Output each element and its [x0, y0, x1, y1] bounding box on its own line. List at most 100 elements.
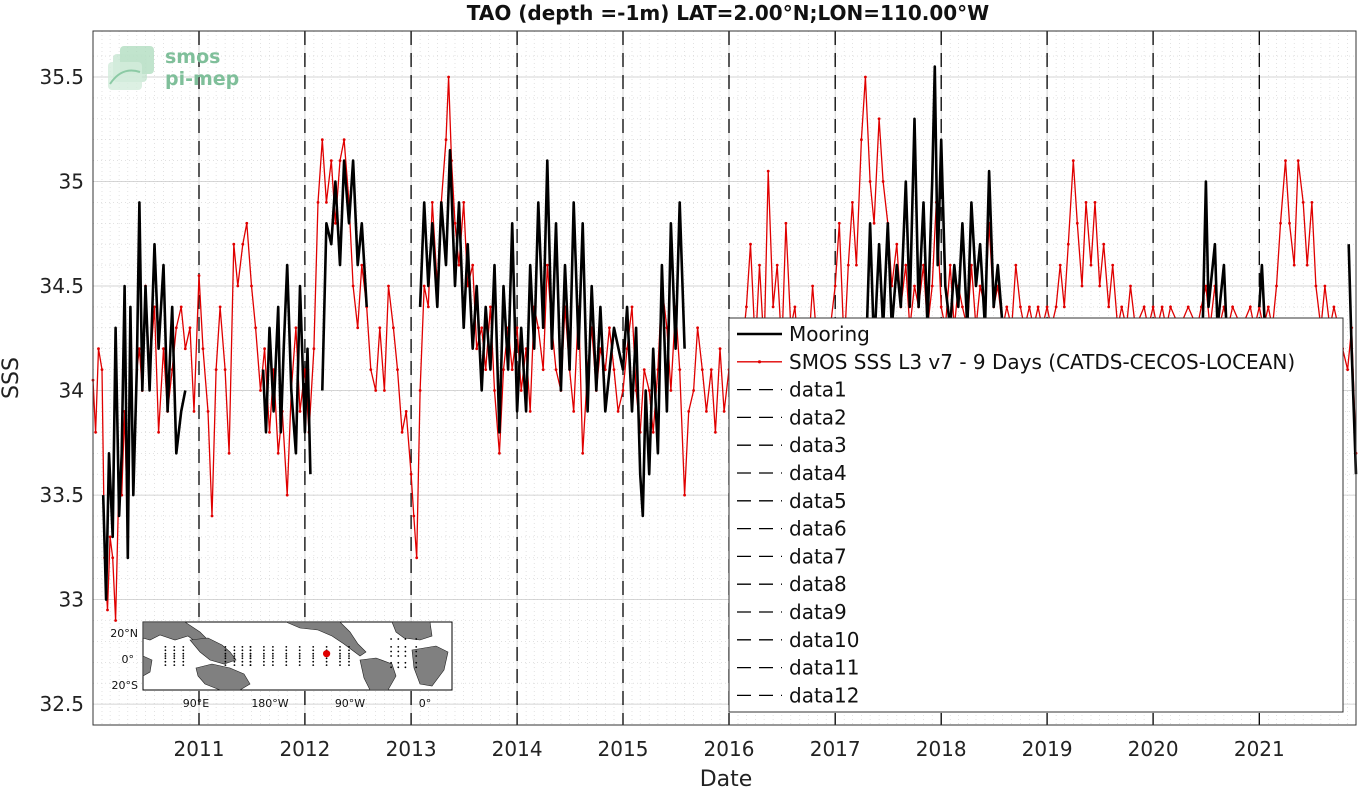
inset-buoy-dot: [404, 661, 407, 664]
smos-point: [1107, 305, 1111, 309]
smos-point: [294, 326, 298, 330]
x-tick-label: 2013: [386, 737, 437, 761]
smos-point: [342, 138, 346, 142]
inset-buoy-dot: [390, 646, 392, 648]
inset-buoy-dot: [325, 646, 328, 648]
inset-buoy-dot: [312, 657, 315, 660]
inset-buoy-dot: [164, 657, 167, 660]
x-axis-label: Date: [700, 767, 753, 790]
smos-point: [1102, 242, 1106, 246]
smos-point: [714, 430, 717, 434]
smos-point: [338, 159, 342, 163]
smos-point: [1036, 305, 1040, 309]
smos-point: [387, 284, 390, 288]
inset-lon-label-0: 0°: [419, 697, 432, 710]
inset-buoy-dot: [348, 660, 350, 663]
smos-point: [1186, 305, 1190, 309]
smos-point: [418, 389, 422, 392]
legend-item: data3: [737, 433, 847, 457]
smos-point: [263, 347, 266, 351]
smos-point: [426, 305, 430, 309]
smos-point: [895, 242, 899, 246]
smos-point: [612, 368, 616, 371]
smos-point: [860, 138, 863, 142]
inset-buoy-dot: [249, 646, 252, 648]
inset-buoy-dot: [298, 657, 301, 660]
smos-point: [298, 410, 302, 413]
smos-point: [285, 493, 289, 497]
inset-buoy-dot: [285, 649, 288, 652]
inset-buoy-dot: [241, 655, 244, 657]
smos-point: [1062, 305, 1066, 309]
smos-point: [197, 274, 201, 277]
inset-buoy-dot: [404, 650, 407, 653]
legend-label: data6: [789, 517, 847, 541]
smos-point: [108, 535, 112, 539]
legend-label: data1: [789, 378, 847, 402]
inset-buoy-dot: [397, 646, 400, 648]
inset-buoy-dot: [298, 660, 301, 663]
smos-point: [360, 263, 364, 267]
legend-item: data2: [737, 405, 847, 429]
mooring-line: [261, 263, 312, 475]
legend-label: data5: [789, 489, 847, 513]
smos-point: [218, 305, 222, 309]
x-tick-label: 2012: [279, 737, 330, 761]
smos-pimep-logo: smos pi-mep: [108, 46, 239, 90]
smos-point: [700, 368, 704, 371]
legend-label: data4: [789, 461, 847, 485]
legend-item: data10: [737, 628, 860, 652]
inset-buoy-dot: [263, 657, 265, 660]
inset-buoy-dot: [285, 646, 288, 648]
smos-point: [692, 389, 695, 392]
y-tick-label: 32.5: [39, 692, 84, 716]
smos-point: [1275, 284, 1278, 288]
smos-point: [1151, 305, 1155, 309]
inset-buoy-dot: [312, 649, 315, 652]
smos-point: [241, 242, 245, 246]
smos-point: [351, 284, 355, 288]
smos-point: [415, 556, 419, 560]
smos-point: [1310, 201, 1314, 204]
smos-point: [111, 556, 115, 560]
smos-point: [259, 389, 262, 392]
inset-buoy-dot: [173, 655, 176, 657]
smos-point: [1028, 305, 1031, 309]
inset-buoy-dot: [233, 652, 236, 655]
inset-buoy-dot: [404, 638, 407, 640]
inset-buoy-dot: [348, 649, 350, 652]
smos-point: [100, 368, 104, 371]
inset-buoy-dot: [298, 655, 301, 657]
inset-buoy-dot: [415, 646, 418, 648]
inset-buoy-dot: [249, 660, 252, 663]
smos-point: [97, 347, 100, 351]
smos-point: [1305, 263, 1309, 267]
smos-point: [268, 430, 271, 434]
smos-point: [647, 389, 651, 392]
inset-buoy-dot: [164, 664, 167, 666]
inset-buoy-dot: [339, 664, 341, 666]
plot-frame: [92, 30, 1357, 726]
smos-point: [471, 263, 475, 267]
logo-line-1: smos: [165, 46, 220, 68]
smos-point: [114, 619, 117, 622]
inset-buoy-dot: [312, 652, 315, 655]
inset-buoy-dot: [233, 660, 236, 663]
smos-point: [930, 284, 934, 288]
inset-buoy-dot: [390, 650, 392, 653]
smos-point: [784, 221, 788, 225]
smos-point: [872, 221, 876, 225]
inset-buoy-dot: [397, 661, 400, 664]
legend-label: data7: [789, 544, 847, 568]
smos-point: [276, 451, 280, 455]
smos-point: [1054, 305, 1058, 309]
smos-point: [325, 201, 328, 204]
inset-buoy-dot: [224, 664, 227, 666]
smos-point: [1346, 368, 1349, 371]
smos-point: [400, 430, 404, 434]
inset-buoy-dot: [348, 646, 350, 648]
smos-point: [254, 326, 257, 330]
legend-label: Mooring: [789, 322, 870, 346]
inset-buoy-dot: [164, 646, 167, 648]
inset-buoy-dot: [298, 646, 301, 648]
